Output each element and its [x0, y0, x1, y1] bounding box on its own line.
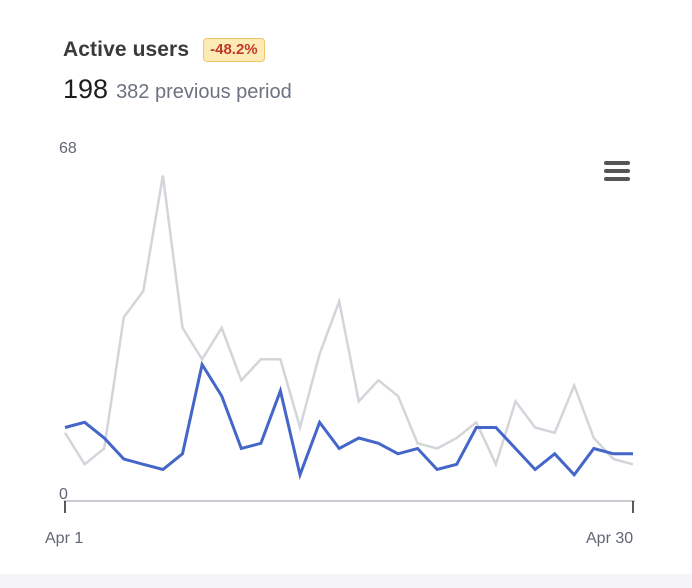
hamburger-menu-icon[interactable]	[604, 158, 634, 184]
bottom-strip	[0, 574, 692, 588]
change-badge: -48.2%	[203, 38, 265, 62]
y-tick-label-max: 68	[59, 140, 77, 157]
chart-header: Active users -48.2% 198 382 previous per…	[63, 38, 292, 105]
x-tick-label-start: Apr 1	[45, 530, 83, 547]
chart-title: Active users	[63, 38, 190, 61]
menu-bar	[604, 177, 630, 181]
metric-row: 198 382 previous period	[63, 74, 292, 105]
current-value: 198	[63, 74, 109, 104]
current-period-line	[64, 360, 633, 480]
previous-period-label: 382 previous period	[116, 81, 292, 103]
menu-bar	[604, 169, 630, 173]
y-tick-label-min: 0	[59, 486, 68, 503]
x-tick-label-end: Apr 30	[586, 530, 633, 547]
previous-period-line	[63, 175, 634, 468]
title-row: Active users -48.2%	[63, 38, 292, 62]
line-chart: 68 0 Apr 1 Apr 30	[45, 140, 635, 547]
series-layer	[63, 175, 634, 480]
menu-bar	[604, 161, 630, 165]
chart-card	[0, 0, 692, 574]
